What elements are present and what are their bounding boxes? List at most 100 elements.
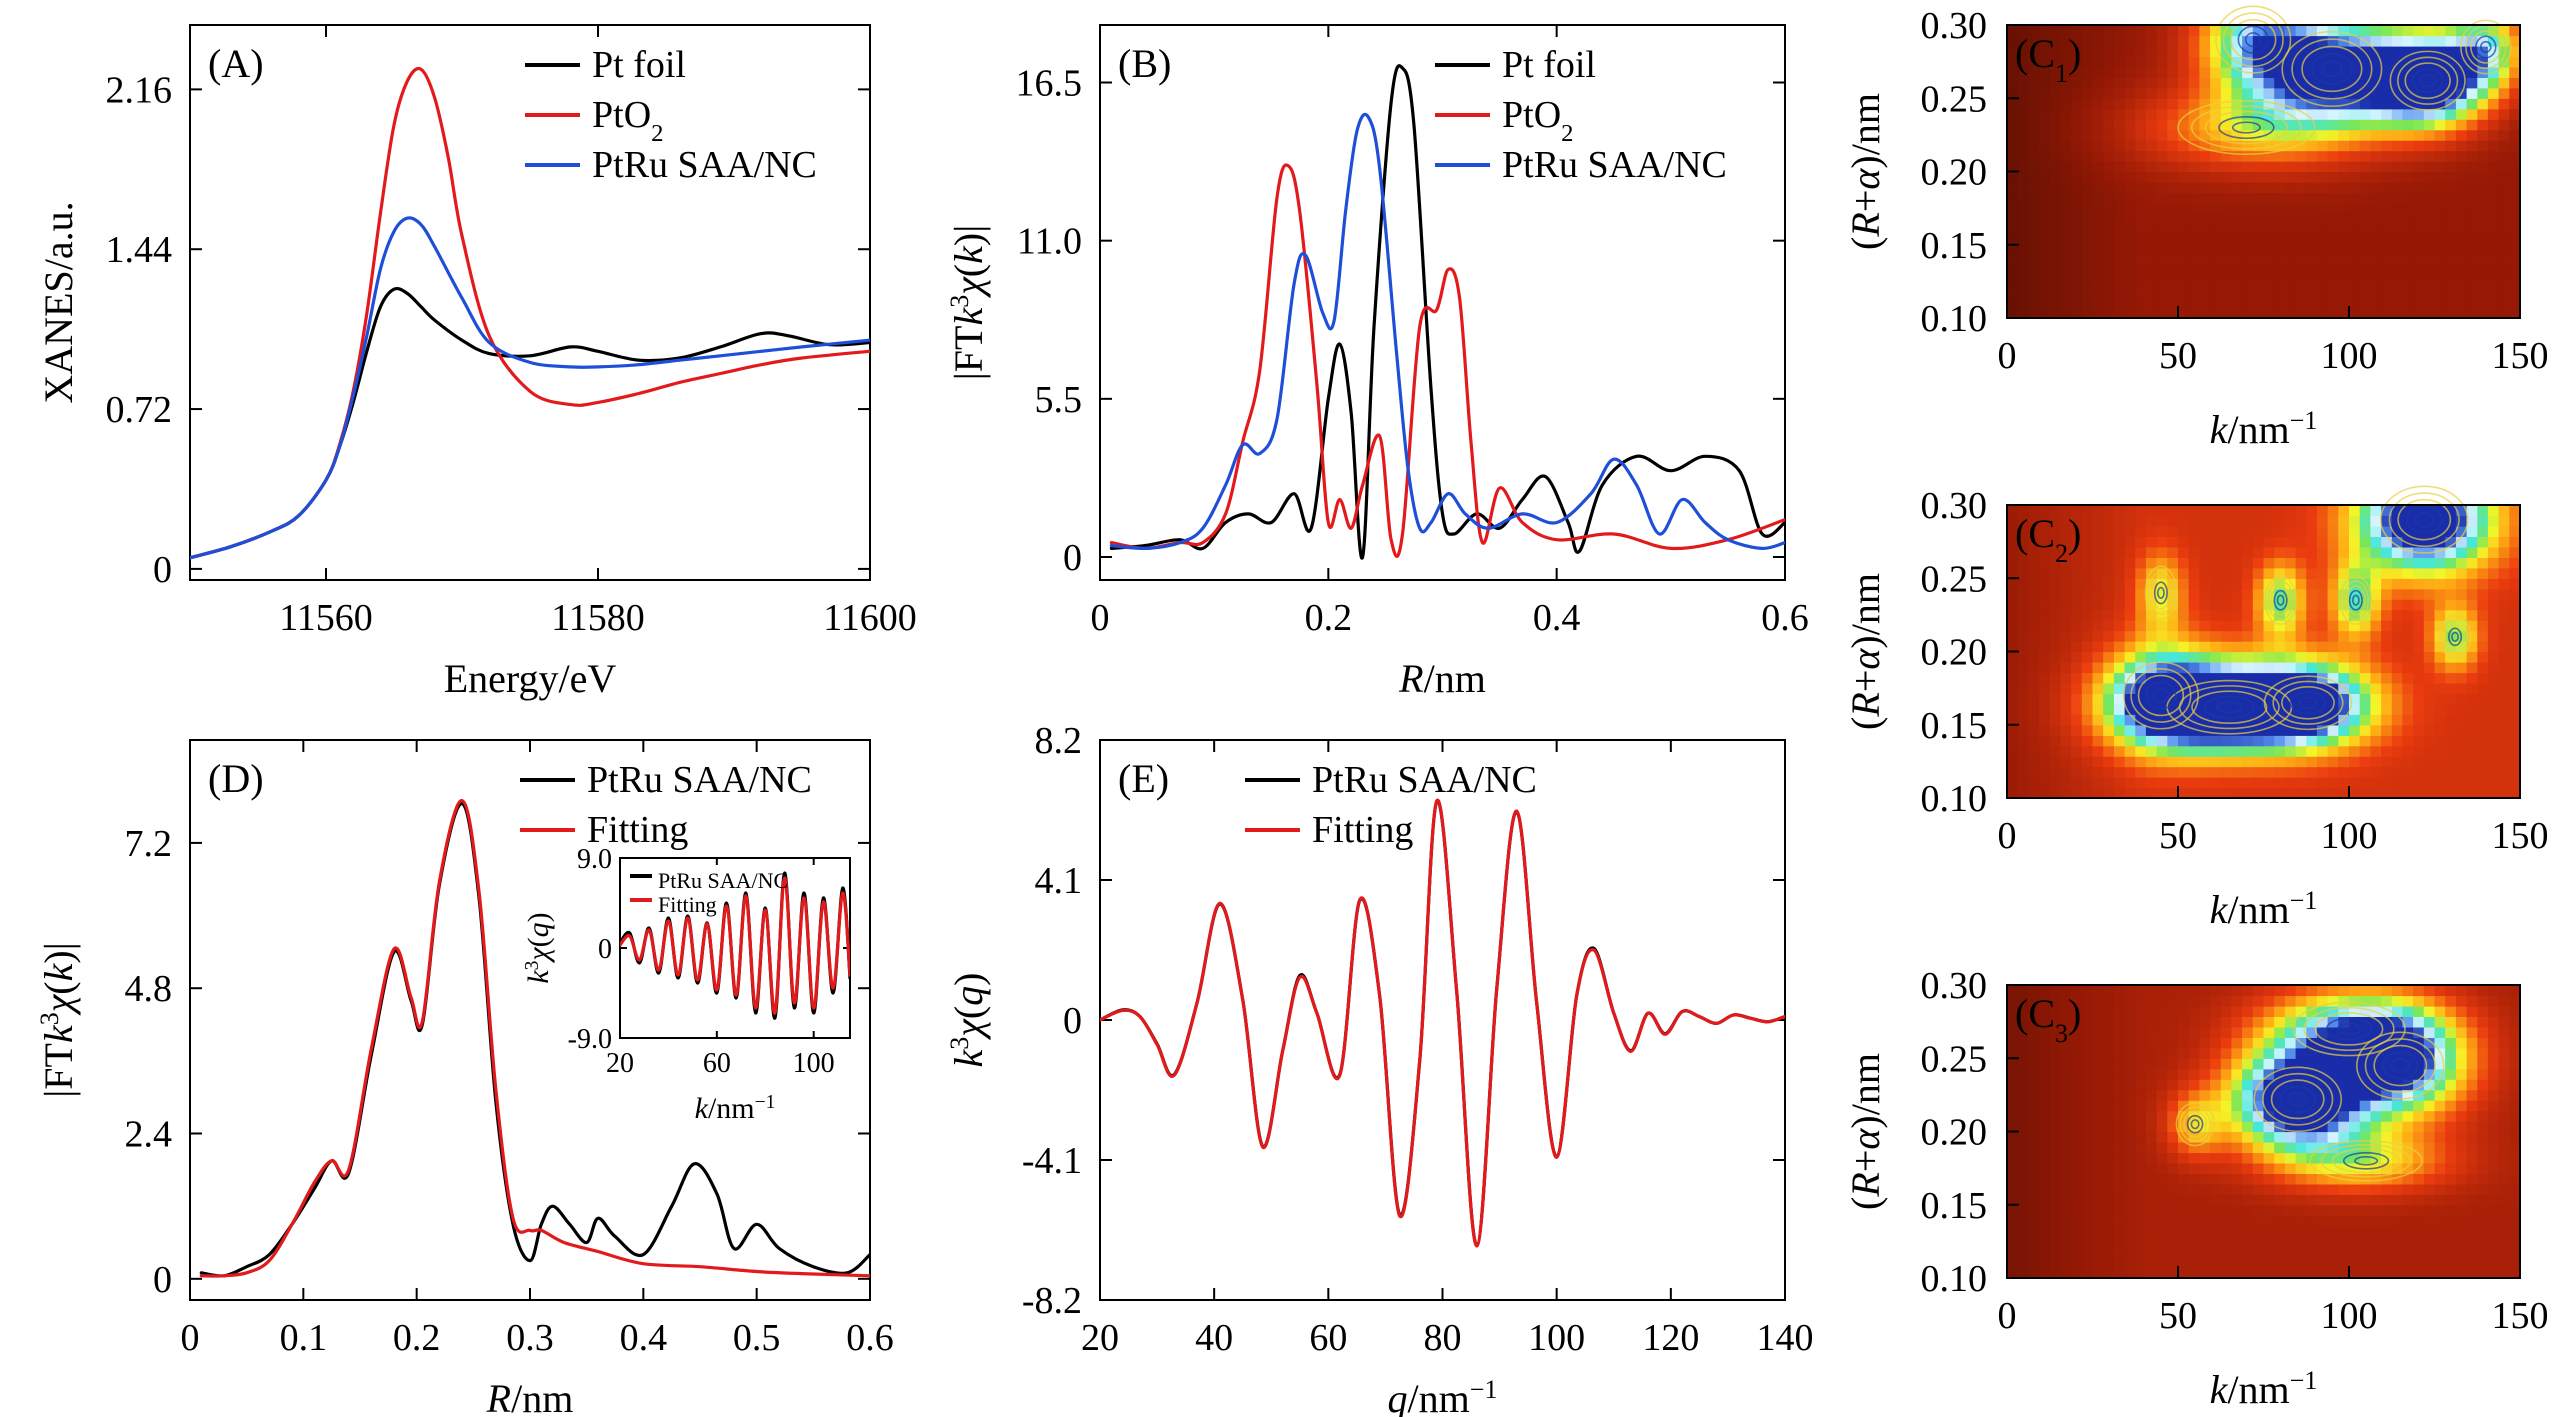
heatmap-cell [2295,244,2307,256]
heatmap-cell [2370,1121,2382,1133]
heatmap-cell [2263,286,2275,298]
heatmap-cell [2188,557,2200,569]
heatmap-cell [2487,1152,2500,1164]
heatmap-cell [2423,995,2436,1007]
heatmap-cell [2391,202,2404,214]
heatmap-cell [2359,1225,2371,1237]
heatmap-cell [2391,651,2404,663]
heatmap-cell [2402,567,2414,579]
heatmap-cell [2338,108,2350,120]
heatmap-cell [2370,182,2382,194]
heatmap-cell [2466,995,2478,1007]
heatmap-cell [2210,276,2222,288]
heatmap-cell [2167,1131,2179,1143]
heatmap-cell [2231,171,2243,183]
heatmap-cell [2391,630,2404,642]
heatmap-cells [2007,985,2521,1279]
heatmap-cell [2167,620,2179,632]
heatmap-cell [2391,745,2404,757]
series-group [620,871,850,1020]
y-tick-label: 11.0 [1017,221,1082,263]
heatmap-cell [2381,1236,2393,1248]
heatmap-cell [2316,641,2329,653]
heatmap-cell [2103,161,2115,173]
heatmap-cell [2060,536,2072,548]
heatmap-cell [2188,599,2200,611]
heatmap-cell [2338,1257,2350,1269]
heatmap-cell [2113,1110,2126,1122]
heatmap-cell [2338,1100,2350,1112]
heatmap-cell [2092,682,2104,694]
heatmap-cell [2327,515,2339,527]
heatmap-cell [2274,766,2286,778]
heatmap-cell [2370,234,2382,246]
y-tick-label: 0.20 [1921,1112,1988,1154]
heatmap-cell [2071,1026,2083,1038]
heatmap-cell [2028,98,2040,110]
heatmap-cell [2092,1215,2104,1227]
heatmap-cell [2381,745,2393,757]
heatmap-cell [2039,985,2051,997]
heatmap-cell [2455,787,2468,799]
heatmap-cell [2466,1215,2478,1227]
heatmap-cell [2060,672,2072,684]
heatmap-cell [2007,985,2019,997]
heatmap-cell [2039,1194,2051,1206]
heatmap-cell [2413,641,2425,653]
heatmap-cell [2252,714,2265,726]
heatmap-cell [2060,766,2072,778]
heatmap-cell [2487,588,2500,600]
legend-entry: Fitting [658,892,717,917]
heatmap-cell [2295,1236,2307,1248]
heatmap-cell [2199,140,2211,152]
heatmap-cell [2509,1152,2521,1164]
heatmap-cell [2284,599,2297,611]
heatmap-cell [2413,25,2425,37]
heatmap-cell [2381,1005,2393,1017]
heatmap-cell [2295,588,2307,600]
heatmap-cell [2316,588,2329,600]
heatmap-cell [2295,45,2307,57]
heatmap-cell [2092,515,2104,527]
heatmap-cell [2188,777,2200,789]
heatmap-cell [2498,1183,2510,1195]
contour-ring [2291,38,2373,100]
heatmap-cell [2263,777,2275,789]
heatmap-cell [2242,1058,2254,1070]
heatmap-cell [2039,546,2051,558]
heatmap-cell [2381,56,2393,68]
heatmap-cell [2210,714,2222,726]
heatmap-cell [2327,672,2339,684]
heatmap-cell [2498,682,2510,694]
heatmap-cell [2231,1162,2243,1174]
heatmap-cell [2349,66,2361,78]
heatmap-cell [2381,202,2393,214]
heatmap-cell [2359,724,2371,736]
heatmap-cell [2210,119,2222,131]
y-axis-label: (R+α)/nm [1843,1053,1888,1210]
heatmap-cell [2381,599,2393,611]
heatmap-cell [2017,620,2029,632]
heatmap-cell [2381,724,2393,736]
heatmap-cell [2220,1005,2233,1017]
heatmap-cell [2210,745,2222,757]
heatmap-cell [2509,119,2521,131]
heatmap-cell [2466,1194,2478,1206]
heatmap-cell [2124,1058,2136,1070]
heatmap-cell [2381,662,2393,674]
heatmap-cell [2039,1225,2051,1237]
heatmap-cell [2007,714,2019,726]
heatmap-cell [2081,140,2094,152]
heatmap-cell [2338,171,2350,183]
heatmap-cell [2338,66,2350,78]
heatmap-cell [2199,588,2211,600]
heatmap-cell [2049,77,2062,89]
heatmap-cell [2039,588,2051,600]
heatmap-cell [2413,244,2425,256]
heatmap-cell [2327,161,2339,173]
heatmap-cell [2060,546,2072,558]
heatmap-cell [2391,536,2404,548]
heatmap-cell [2306,1058,2318,1070]
heatmap-cell [2391,766,2404,778]
heatmap-cell [2242,588,2254,600]
